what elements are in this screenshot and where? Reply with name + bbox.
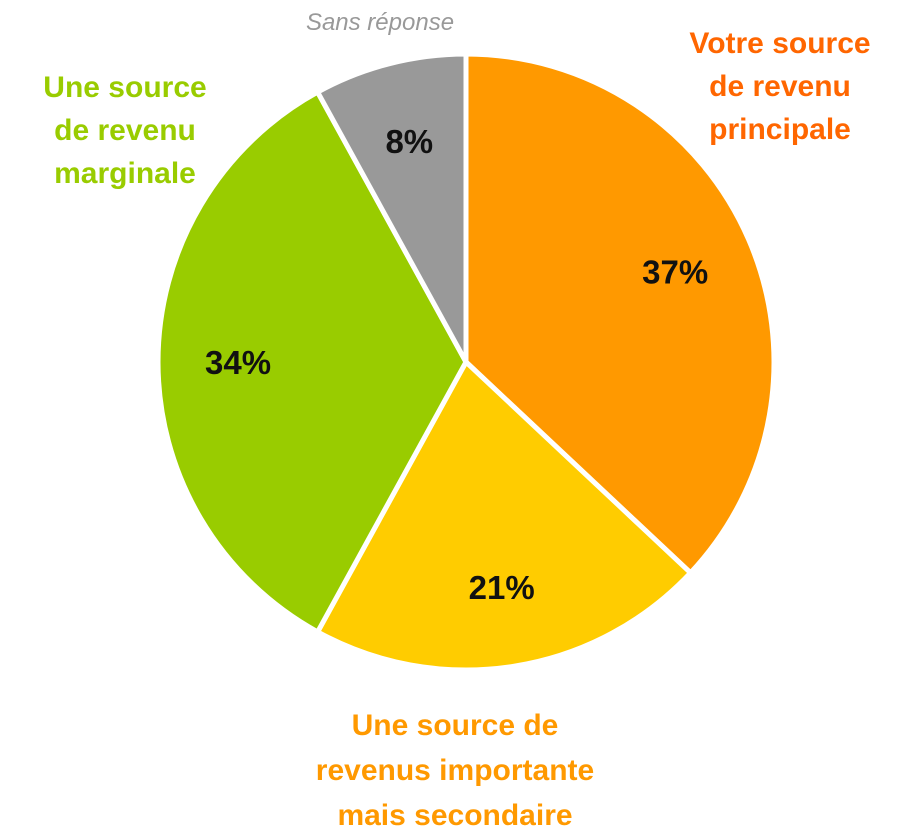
pie-slice: [463, 51, 777, 576]
data-label: 21%: [469, 569, 535, 606]
data-label: 37%: [642, 253, 708, 290]
data-label: 8%: [385, 123, 433, 160]
data-label: 34%: [205, 344, 271, 381]
category-label: Sans réponse: [306, 9, 454, 36]
category-label: Une source de revenus importante mais seco…: [316, 709, 594, 829]
category-label: Une source de revenu marginale: [43, 71, 206, 190]
pie-slice: [315, 359, 694, 673]
pie-slice: [315, 51, 469, 365]
category-label: Votre source de revenu principale: [689, 27, 870, 146]
